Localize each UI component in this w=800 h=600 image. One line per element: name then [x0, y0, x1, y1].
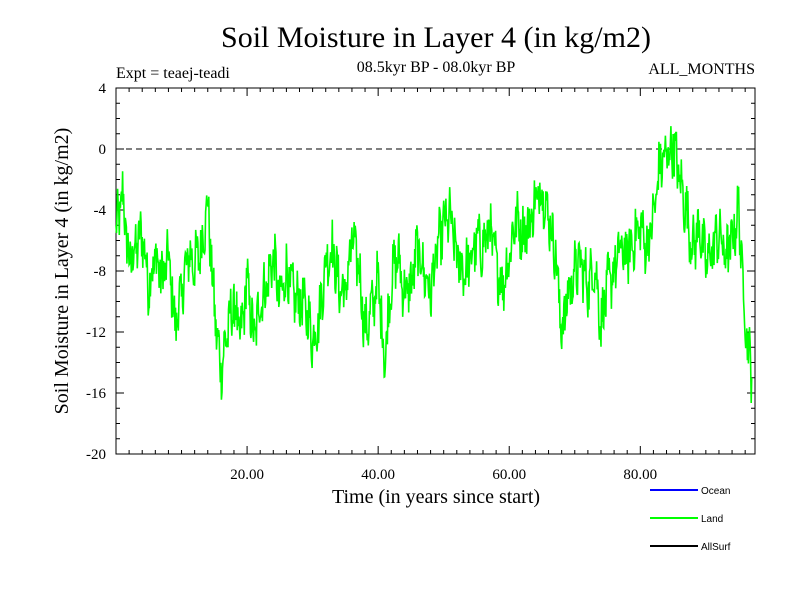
x-tick-label: 60.00: [492, 467, 526, 483]
y-tick-label: 4: [99, 81, 107, 97]
y-tick-label: 0: [99, 142, 107, 158]
x-tick-label: 40.00: [361, 467, 395, 483]
subtitle-center: 08.5kyr BP - 08.0kyr BP: [357, 59, 516, 76]
legend-label-ocean: Ocean: [701, 486, 730, 497]
x-tick-label: 20.00: [230, 467, 264, 483]
chart-title: Soil Moisture in Layer 4 (in kg/m2): [221, 21, 651, 54]
subtitle-right: ALL_MONTHS: [648, 61, 755, 78]
series-line-land: [115, 126, 753, 404]
y-tick-label: -12: [86, 325, 106, 341]
x-tick-label: 80.00: [623, 467, 657, 483]
x-axis-label: Time (in years since start): [332, 486, 540, 508]
axis-ticks: 20.00 40.00 60.00 80.00 4 0 -4 -8 -12 -16 -20: [86, 81, 755, 483]
y-tick-label: -4: [94, 203, 107, 219]
y-tick-label: -20: [86, 447, 106, 463]
legend-label-allsurf: AllSurf: [701, 542, 731, 553]
subtitle-left: Expt = teaej-teadi: [116, 65, 230, 82]
legend-entry-ocean: Ocean: [650, 486, 730, 497]
y-axis-label: Soil Moisture in Layer 4 (in kg/m2): [51, 128, 73, 415]
legend-entry-land: Land: [650, 514, 723, 525]
legend: Ocean Land AllSurf: [650, 486, 731, 553]
y-tick-label: -8: [94, 264, 107, 280]
legend-entry-allsurf: AllSurf: [650, 542, 731, 553]
series-layer: [115, 126, 753, 404]
legend-label-land: Land: [701, 514, 723, 525]
y-tick-label: -16: [86, 386, 106, 402]
